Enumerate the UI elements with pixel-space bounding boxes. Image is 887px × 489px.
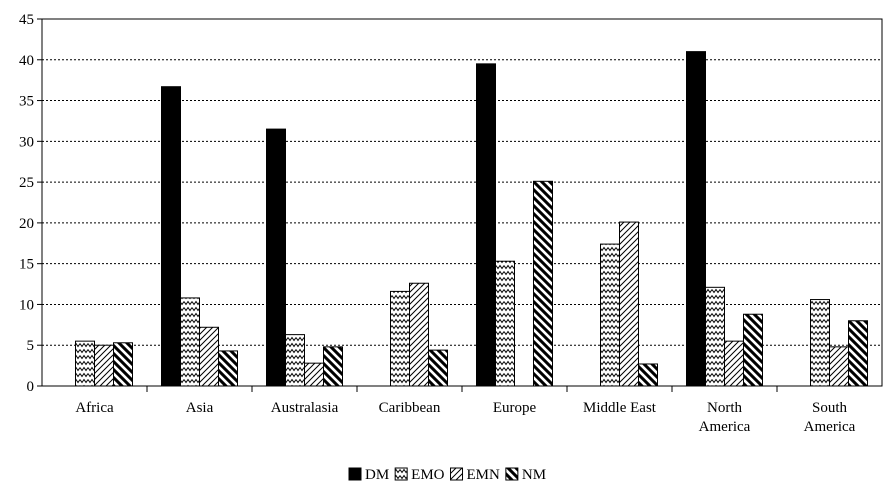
bar-nm: [638, 363, 658, 387]
legend-label: EMO: [411, 467, 445, 483]
category-label: Australasia: [271, 400, 339, 416]
y-tick-label: 10: [19, 297, 34, 313]
bar-emo: [705, 286, 725, 387]
bar-emo: [600, 243, 620, 387]
y-tick-label: 25: [19, 175, 34, 191]
y-tick-label: 20: [19, 216, 34, 232]
bars: [75, 51, 868, 387]
bar-nm: [218, 350, 238, 387]
bar-emo: [810, 299, 830, 387]
bar-emo: [495, 260, 515, 387]
legend-swatch-emn: [450, 467, 464, 481]
category-label: America: [804, 419, 856, 435]
y-tick-label: 35: [19, 94, 34, 110]
bar-nm: [743, 313, 763, 387]
y-tick-label: 40: [19, 53, 34, 69]
category-label: Europe: [493, 400, 537, 416]
category-label: Middle East: [583, 400, 657, 416]
bar-nm: [533, 180, 553, 387]
bar-emn: [304, 362, 324, 387]
bar-dm: [476, 63, 496, 387]
category-label: Caribbean: [379, 400, 441, 416]
legend-swatch-dm: [348, 467, 362, 481]
category-label: Asia: [186, 400, 214, 416]
legend-label: NM: [522, 467, 546, 483]
bar-nm: [428, 349, 448, 387]
legend-swatch-emo: [394, 467, 408, 481]
category-label: Africa: [75, 400, 114, 416]
legend: DM EMO EMN NM: [348, 467, 546, 483]
legend-label: EMN: [467, 467, 501, 483]
axes: [37, 18, 883, 392]
y-tick-label: 5: [27, 338, 35, 354]
bar-dm: [686, 51, 706, 387]
bar-emn: [94, 344, 114, 387]
category-label: South: [812, 400, 848, 416]
legend-label: DM: [365, 467, 389, 483]
category-label: North: [707, 400, 742, 416]
bar-nm: [848, 320, 868, 387]
bar-dm: [266, 128, 286, 387]
bar-emo: [390, 290, 410, 387]
bar-emn: [199, 326, 219, 387]
bar-emn: [409, 282, 429, 387]
bar-emo: [285, 334, 305, 387]
y-tick-label: 15: [19, 257, 34, 273]
y-tick-label: 30: [19, 134, 34, 150]
bar-emn: [724, 340, 744, 387]
y-tick-label: 45: [19, 12, 34, 28]
bar-emn: [619, 221, 639, 387]
bar-emn: [829, 346, 849, 387]
bar-dm: [161, 86, 181, 387]
bar-nm: [323, 346, 343, 387]
bar-emo: [180, 297, 200, 387]
y-tick-label: 0: [27, 379, 35, 395]
bar-nm: [113, 342, 133, 387]
axis-labels: 0 5 10 15 20 25 30 35 40 45 Africa Asia Australasia C…: [19, 12, 856, 435]
category-label: America: [699, 419, 751, 435]
bar-emo: [75, 340, 95, 387]
legend-swatch-nm: [505, 467, 519, 481]
